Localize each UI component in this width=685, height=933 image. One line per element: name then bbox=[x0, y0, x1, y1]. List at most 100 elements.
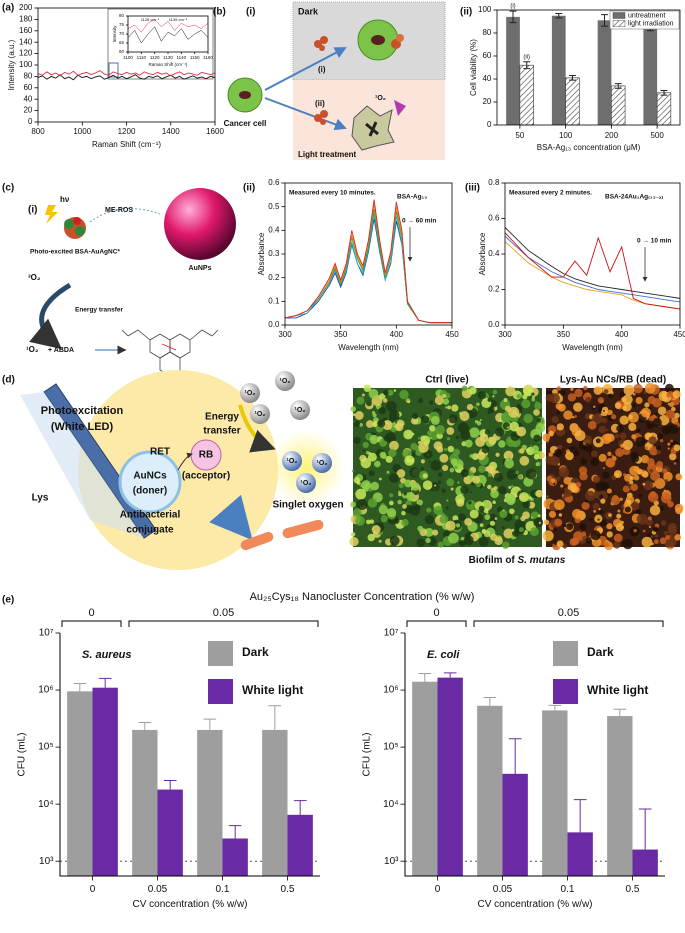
micrograph-spot bbox=[455, 523, 461, 528]
micrograph-spot bbox=[570, 387, 574, 391]
inset-frame bbox=[107, 8, 214, 80]
scene-c bbox=[29, 188, 236, 377]
y-tick-label: 160 bbox=[19, 26, 33, 35]
micrograph-spot bbox=[457, 481, 460, 484]
micrograph-spot bbox=[657, 433, 664, 440]
bar bbox=[656, 92, 672, 126]
legend-swatch bbox=[612, 12, 626, 19]
micrograph-spot bbox=[657, 406, 667, 416]
micrograph-spot bbox=[631, 434, 636, 440]
label: transfer bbox=[203, 426, 240, 437]
micrograph-spot bbox=[535, 462, 540, 467]
micrograph-spot bbox=[366, 400, 372, 407]
micrograph-spot bbox=[350, 501, 356, 508]
legend-label: Dark bbox=[242, 645, 269, 659]
micrograph-spot bbox=[525, 448, 530, 453]
micrograph-spot bbox=[585, 537, 593, 544]
micrograph-spot bbox=[584, 490, 596, 502]
micrograph-spot bbox=[572, 508, 582, 519]
annotation: 0 → 60 min bbox=[402, 218, 436, 225]
micrograph-spot bbox=[592, 405, 596, 408]
micrograph-spot bbox=[551, 416, 559, 424]
legend-swatch bbox=[208, 679, 233, 704]
legend-label: Dark bbox=[587, 645, 614, 659]
x-axis-label: CV concentration (% w/w) bbox=[132, 899, 247, 910]
y-tick-label: 140 bbox=[19, 37, 33, 46]
bar bbox=[502, 773, 528, 876]
y-tick-label: 60 bbox=[23, 83, 32, 92]
micrograph-spot bbox=[667, 442, 671, 446]
micrograph-spot bbox=[652, 417, 662, 427]
micrograph-spot bbox=[469, 387, 477, 395]
micrograph-spot bbox=[632, 392, 636, 396]
label: Energy transfer bbox=[75, 307, 124, 314]
micrograph-spot bbox=[366, 519, 371, 525]
micrograph-spot bbox=[498, 486, 507, 495]
micrograph-spot bbox=[484, 514, 491, 520]
y-axis-label: CFU (mL) bbox=[17, 733, 28, 777]
micrograph-spot bbox=[532, 445, 539, 453]
error-bar bbox=[293, 800, 307, 815]
micrograph-spot bbox=[564, 454, 568, 458]
micrograph-spot bbox=[380, 515, 388, 523]
oxygen-sphere bbox=[296, 473, 316, 493]
x-tick-label: 450 bbox=[445, 330, 459, 339]
micrograph-spot bbox=[443, 447, 448, 452]
micrograph-spot bbox=[350, 532, 356, 537]
line-series bbox=[504, 232, 681, 310]
micrograph-spot bbox=[424, 514, 434, 525]
label: Light treatment bbox=[298, 150, 357, 159]
label: Lys-Au NCs/RB (dead) bbox=[560, 375, 666, 386]
label: (i) bbox=[28, 205, 37, 216]
micrograph-spot bbox=[492, 395, 495, 398]
x-tick-label: 1150 bbox=[190, 55, 200, 60]
x-tick-label: 1120 bbox=[150, 55, 160, 60]
y-tick-label: 0 bbox=[487, 120, 492, 129]
micrograph-spot bbox=[352, 413, 356, 416]
micrograph-spot bbox=[488, 513, 498, 523]
micrograph-spot bbox=[369, 519, 375, 524]
y-tick-label: 0.2 bbox=[488, 285, 500, 294]
micrograph-spot bbox=[580, 525, 585, 530]
micrograph-spot bbox=[385, 455, 393, 463]
micrograph-spot bbox=[379, 451, 387, 459]
label: RB bbox=[199, 450, 213, 461]
micrograph-spot bbox=[504, 458, 514, 469]
x-tick-label: 300 bbox=[278, 330, 292, 339]
x-tick-label: 350 bbox=[557, 330, 571, 339]
axis-lines bbox=[404, 633, 665, 877]
micrograph-spot bbox=[535, 489, 544, 498]
micrograph-spot bbox=[574, 388, 583, 398]
y-tick-label: 180 bbox=[19, 15, 33, 24]
label: (i) bbox=[246, 7, 255, 18]
micrograph-spot bbox=[614, 402, 622, 410]
micrograph-spot bbox=[644, 402, 650, 408]
x-tick-label: 1600 bbox=[206, 127, 224, 136]
label: (ii) bbox=[460, 7, 472, 18]
micrograph-spot bbox=[416, 499, 423, 506]
x-tick-label: 1160 bbox=[203, 55, 213, 60]
micrograph-spot bbox=[581, 501, 590, 510]
x-tick-label: 300 bbox=[498, 330, 512, 339]
micrograph-spot bbox=[367, 533, 376, 542]
micrograph-spot bbox=[501, 526, 505, 530]
bar bbox=[287, 814, 313, 876]
y-tick-label: 20 bbox=[482, 97, 491, 106]
micrograph-spot bbox=[632, 425, 636, 429]
micrograph-spot bbox=[647, 423, 653, 429]
micrograph-spot bbox=[628, 411, 639, 423]
micrograph-spot bbox=[670, 439, 674, 443]
micrograph-spot bbox=[636, 428, 641, 433]
micrograph-spot bbox=[420, 459, 425, 464]
y-tick-label: 40 bbox=[482, 74, 491, 83]
annotation: 0 → 10 min bbox=[637, 238, 671, 245]
bar bbox=[607, 716, 633, 876]
micrograph-spot bbox=[633, 474, 640, 481]
micrograph-spot bbox=[603, 541, 610, 548]
micrograph-spot bbox=[528, 496, 532, 500]
plot-frame bbox=[284, 182, 453, 326]
micrograph-spot bbox=[389, 500, 394, 506]
micrograph-spot bbox=[673, 461, 677, 465]
bar bbox=[67, 691, 93, 876]
